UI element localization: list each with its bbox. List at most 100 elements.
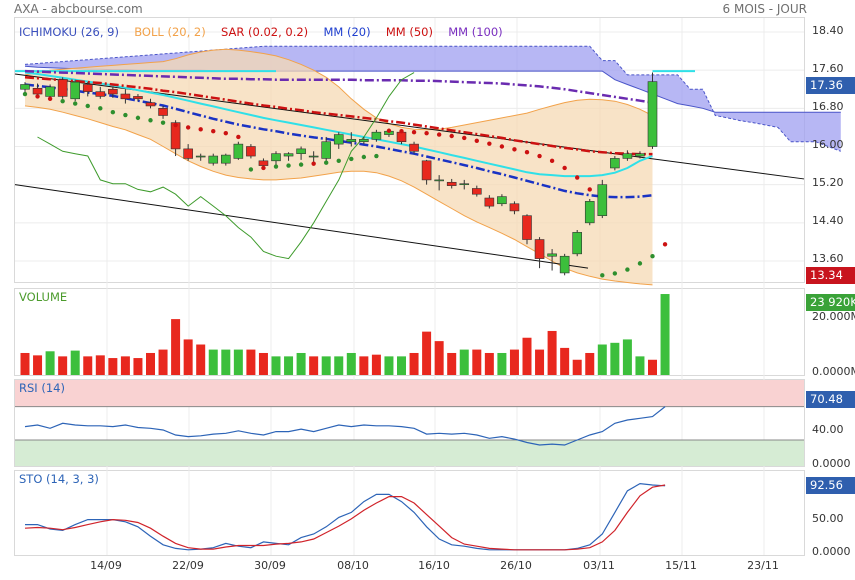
legend-boll[interactable]: BOLL (20, 2) (134, 25, 206, 39)
bollinger-lower (24, 105, 653, 286)
volume-bar (535, 349, 545, 375)
sar-dot (298, 162, 304, 167)
sar-dot (361, 154, 367, 160)
volume-bar (58, 356, 68, 375)
price-low-badge: 13.34 (806, 267, 855, 284)
candle (459, 179, 470, 190)
date-tick: 14/09 (90, 559, 122, 572)
candle (221, 153, 231, 166)
volume-bar (309, 356, 319, 375)
price-tick: 15.20 (812, 176, 844, 189)
candle (208, 153, 219, 166)
volume-bar (409, 352, 419, 375)
candle-body (158, 108, 168, 116)
volume-bar (271, 356, 281, 375)
sar-dot (248, 167, 254, 172)
candle-body (484, 197, 495, 207)
sar-dot (211, 129, 216, 134)
candle-body (221, 154, 231, 164)
volume-bar (284, 356, 294, 375)
sar-dot (173, 122, 178, 128)
sar-dot (411, 129, 417, 135)
candle (70, 79, 80, 102)
candle (409, 141, 419, 154)
period-label: 6 MOIS - JOUR (722, 2, 807, 16)
sar-dot (47, 96, 53, 101)
sar-dot (98, 106, 103, 111)
candle-body (283, 153, 294, 157)
sto-panel-label: STO (14, 3, 3) (19, 472, 99, 486)
indicator-legend: ICHIMOKU (26, 9) BOLL (20, 2) SAR (0.02,… (19, 21, 503, 40)
candle-body (308, 155, 319, 158)
volume-bar (95, 355, 105, 375)
sar-dot (474, 138, 479, 143)
candle (647, 72, 658, 149)
candle-body (108, 88, 118, 95)
candle-body (396, 131, 407, 143)
sar-dot (85, 103, 90, 109)
sar-dot (236, 134, 241, 140)
sar-dot (524, 150, 530, 155)
sar-dot (223, 130, 228, 136)
candle (57, 77, 68, 99)
sar-dot (562, 165, 567, 171)
candle (446, 178, 457, 189)
price-tick: 16.80 (812, 100, 844, 113)
legend-sar[interactable]: SAR (0.02, 0.2) (220, 25, 309, 39)
volume-bar (221, 349, 231, 375)
price-tick: 14.40 (812, 214, 844, 227)
volume-bar (196, 344, 206, 375)
candle-body (195, 155, 206, 158)
candle (108, 86, 118, 98)
candle (246, 144, 256, 159)
candle-body (635, 153, 645, 157)
date-tick: 08/10 (337, 559, 369, 572)
volume-bar (509, 349, 519, 375)
candle-body (145, 102, 156, 107)
volume-badge: 23 920K (806, 294, 855, 311)
candle (120, 89, 131, 104)
volume-bar (547, 330, 557, 375)
trend-line-bottom (14, 184, 589, 269)
rsi-line (24, 406, 666, 446)
candle (20, 82, 30, 94)
volume-panel-label: VOLUME (19, 290, 68, 304)
ichimoku-cloud (25, 46, 841, 152)
sto-k-line (25, 482, 666, 551)
volume-bar (660, 294, 670, 375)
candle (133, 94, 143, 102)
volume-bar (183, 339, 193, 375)
volume-bar (371, 354, 381, 375)
sar-dot (273, 164, 279, 169)
candle-body (120, 93, 131, 100)
volume-panel-frame (14, 288, 805, 376)
rsi-overbought-zone (15, 380, 804, 407)
sar-dot (349, 156, 354, 162)
volume-bar (120, 356, 130, 375)
candle (471, 185, 482, 197)
candle-body (572, 232, 583, 255)
volume-bar (560, 347, 570, 375)
volume-bar (610, 342, 620, 375)
sar-dot (110, 109, 116, 115)
legend-mm50[interactable]: MM (50) (385, 25, 433, 39)
date-tick: 23/11 (747, 559, 779, 572)
legend-mm20[interactable]: MM (20) (323, 25, 371, 39)
sar-dot (286, 163, 291, 168)
volume-bar (246, 349, 256, 375)
volume-tick: 20.000M (812, 310, 855, 323)
candle (158, 105, 168, 119)
legend-mm100[interactable]: MM (100) (448, 25, 503, 39)
volume-bar (434, 341, 444, 375)
price-tick: 17.60 (812, 62, 844, 75)
candle-body (509, 203, 520, 212)
sar-dot (60, 98, 65, 104)
chikou-span (37, 72, 415, 260)
candle-body (20, 84, 30, 90)
candle-body (258, 160, 269, 166)
legend-ichimoku[interactable]: ICHIMOKU (26, 9) (19, 25, 119, 39)
volume-bar (346, 352, 356, 375)
candle (296, 146, 306, 160)
candle-body (233, 143, 244, 159)
